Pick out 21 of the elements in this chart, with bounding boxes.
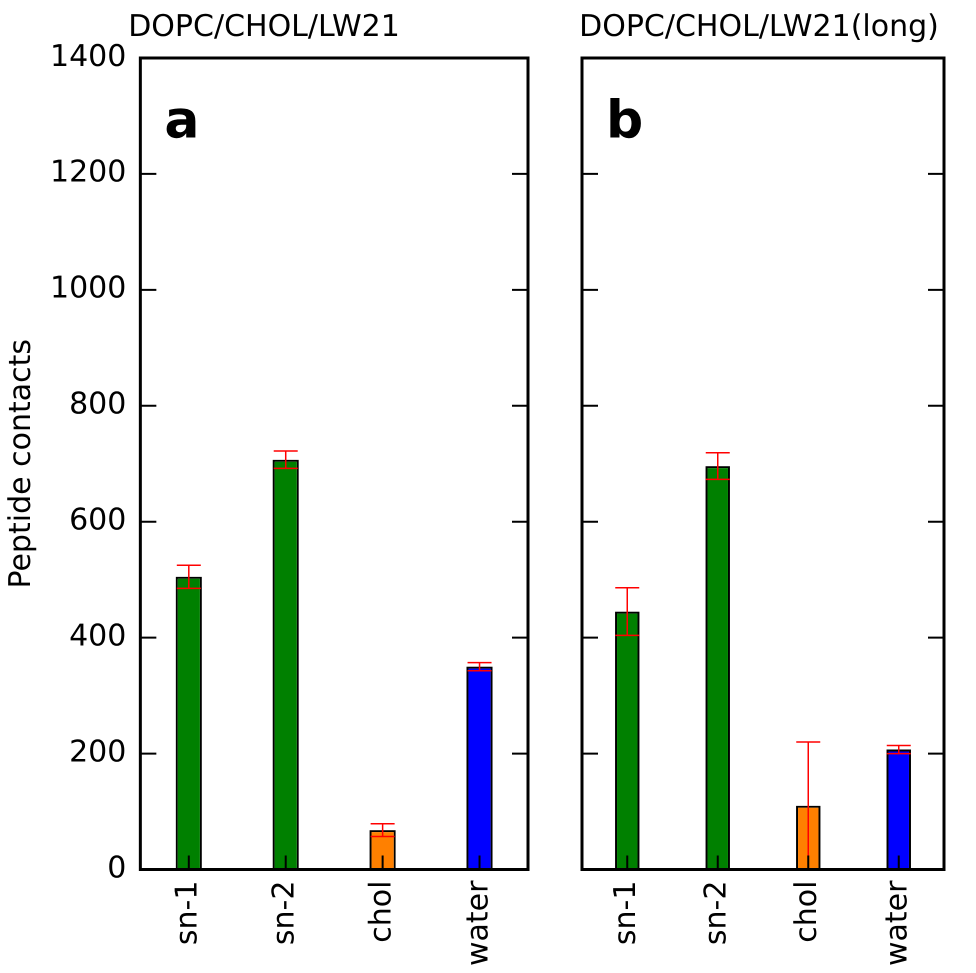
x-tick-label: sn-2 bbox=[698, 880, 734, 946]
y-tick-label: 200 bbox=[69, 734, 126, 770]
y-tick-label: 1000 bbox=[50, 270, 126, 306]
y-axis-title: Peptide contacts bbox=[2, 338, 38, 589]
y-tick-label: 400 bbox=[69, 618, 126, 654]
y-tick-label: 600 bbox=[69, 502, 126, 538]
x-tick-label: sn-1 bbox=[608, 880, 644, 946]
x-tick-label: water bbox=[460, 880, 496, 966]
y-tick-label: 1200 bbox=[50, 154, 126, 190]
chart-title: DOPC/CHOL/LW21(long) bbox=[579, 8, 939, 44]
annotation: b bbox=[606, 90, 644, 151]
chart-title: DOPC/CHOL/LW21 bbox=[128, 8, 400, 44]
x-tick-label: chol bbox=[789, 880, 824, 943]
x-tick-label: sn-2 bbox=[266, 880, 302, 946]
annotation: a bbox=[164, 90, 200, 151]
y-tick-label: 800 bbox=[69, 386, 126, 422]
y-tick-label: 0 bbox=[107, 850, 126, 886]
x-tick-label: water bbox=[880, 880, 915, 966]
x-tick-label: sn-1 bbox=[170, 880, 205, 946]
x-tick-label: chol bbox=[363, 880, 398, 943]
y-tick-label: 1400 bbox=[50, 38, 126, 74]
